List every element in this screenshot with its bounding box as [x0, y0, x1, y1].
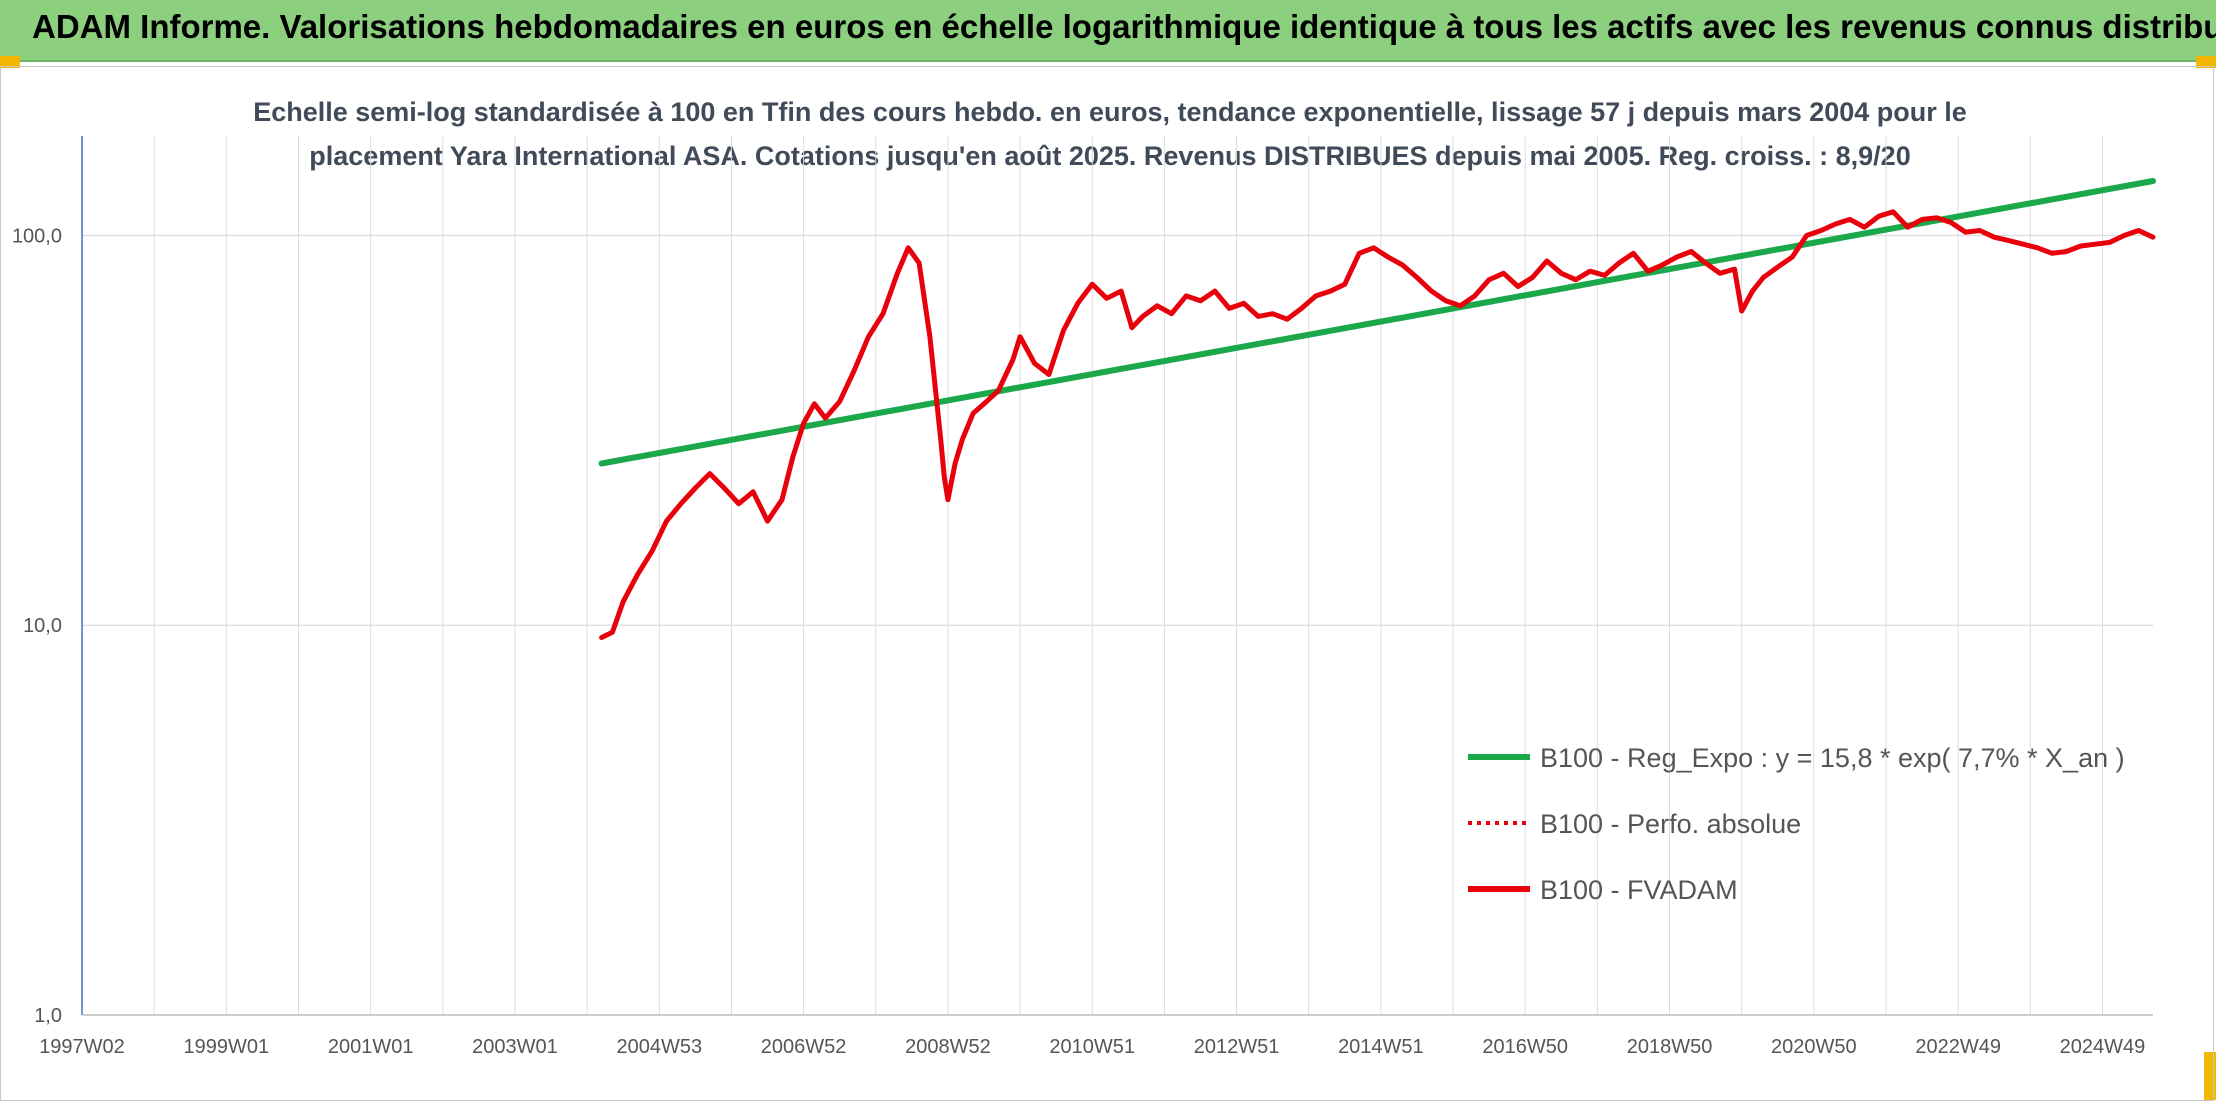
legend-item-trend: B100 - Reg_Expo : y = 15,8 * exp( 7,7% *… — [1468, 743, 2125, 773]
legend-item-fvadam: B100 - FVADAM — [1468, 875, 1738, 905]
legend-item-perf: B100 - Perfo. absolue — [1468, 809, 1801, 839]
report-banner: ADAM Informe. Valorisations hebdomadaire… — [0, 0, 2216, 62]
x-tick-label: 2010W51 — [1049, 1036, 1135, 1058]
chart-title-line-1: Echelle semi-log standardisée à 100 en T… — [253, 97, 1967, 127]
x-tick-label: 2016W50 — [1482, 1036, 1568, 1058]
legend-label: B100 - Perfo. absolue — [1540, 809, 1801, 839]
corner-marker-right — [2196, 56, 2216, 68]
corner-marker-left — [0, 56, 20, 68]
banner-title: ADAM Informe. Valorisations hebdomadaire… — [32, 8, 2216, 45]
chart-series — [598, 178, 2156, 640]
x-tick-label: 2004W53 — [616, 1036, 702, 1058]
y-tick-label: 100,0 — [12, 225, 62, 247]
fvadam-series-line — [599, 209, 2156, 640]
x-tick-label: 1997W02 — [39, 1036, 125, 1058]
x-tick-label: 2006W52 — [761, 1036, 847, 1058]
chart-axes: 1,0 10,0 100,0 1997W02 1999W01 2001W01 2003W01… — [12, 136, 2153, 1058]
chart-legend: B100 - Reg_Expo : y = 15,8 * exp( 7,7% *… — [1468, 743, 2125, 905]
legend-label: B100 - FVADAM — [1540, 875, 1738, 905]
x-tick-label: 2024W49 — [2060, 1036, 2146, 1058]
x-tick-label: 2022W49 — [1915, 1036, 2001, 1058]
x-tick-label: 2008W52 — [905, 1036, 991, 1058]
y-tick-label: 1,0 — [34, 1005, 62, 1027]
x-tick-label: 2003W01 — [472, 1036, 558, 1058]
x-tick-label: 2014W51 — [1338, 1036, 1424, 1058]
chart-gridlines — [81, 136, 2153, 1016]
trend-series-line — [598, 178, 2156, 467]
y-tick-label: 10,0 — [23, 615, 62, 637]
x-tick-label: 2018W50 — [1627, 1036, 1713, 1058]
x-tick-label: 2020W50 — [1771, 1036, 1857, 1058]
legend-label: B100 - Reg_Expo : y = 15,8 * exp( 7,7% *… — [1540, 743, 2125, 773]
x-tick-label: 1999W01 — [184, 1036, 270, 1058]
chart-title: Echelle semi-log standardisée à 100 en T… — [230, 90, 1990, 178]
x-tick-label: 2012W51 — [1194, 1036, 1280, 1058]
chart-title-line-2: placement Yara International ASA. Cotati… — [309, 141, 1911, 171]
x-tick-label: 2001W01 — [328, 1036, 414, 1058]
chart-frame — [0, 66, 2214, 1101]
